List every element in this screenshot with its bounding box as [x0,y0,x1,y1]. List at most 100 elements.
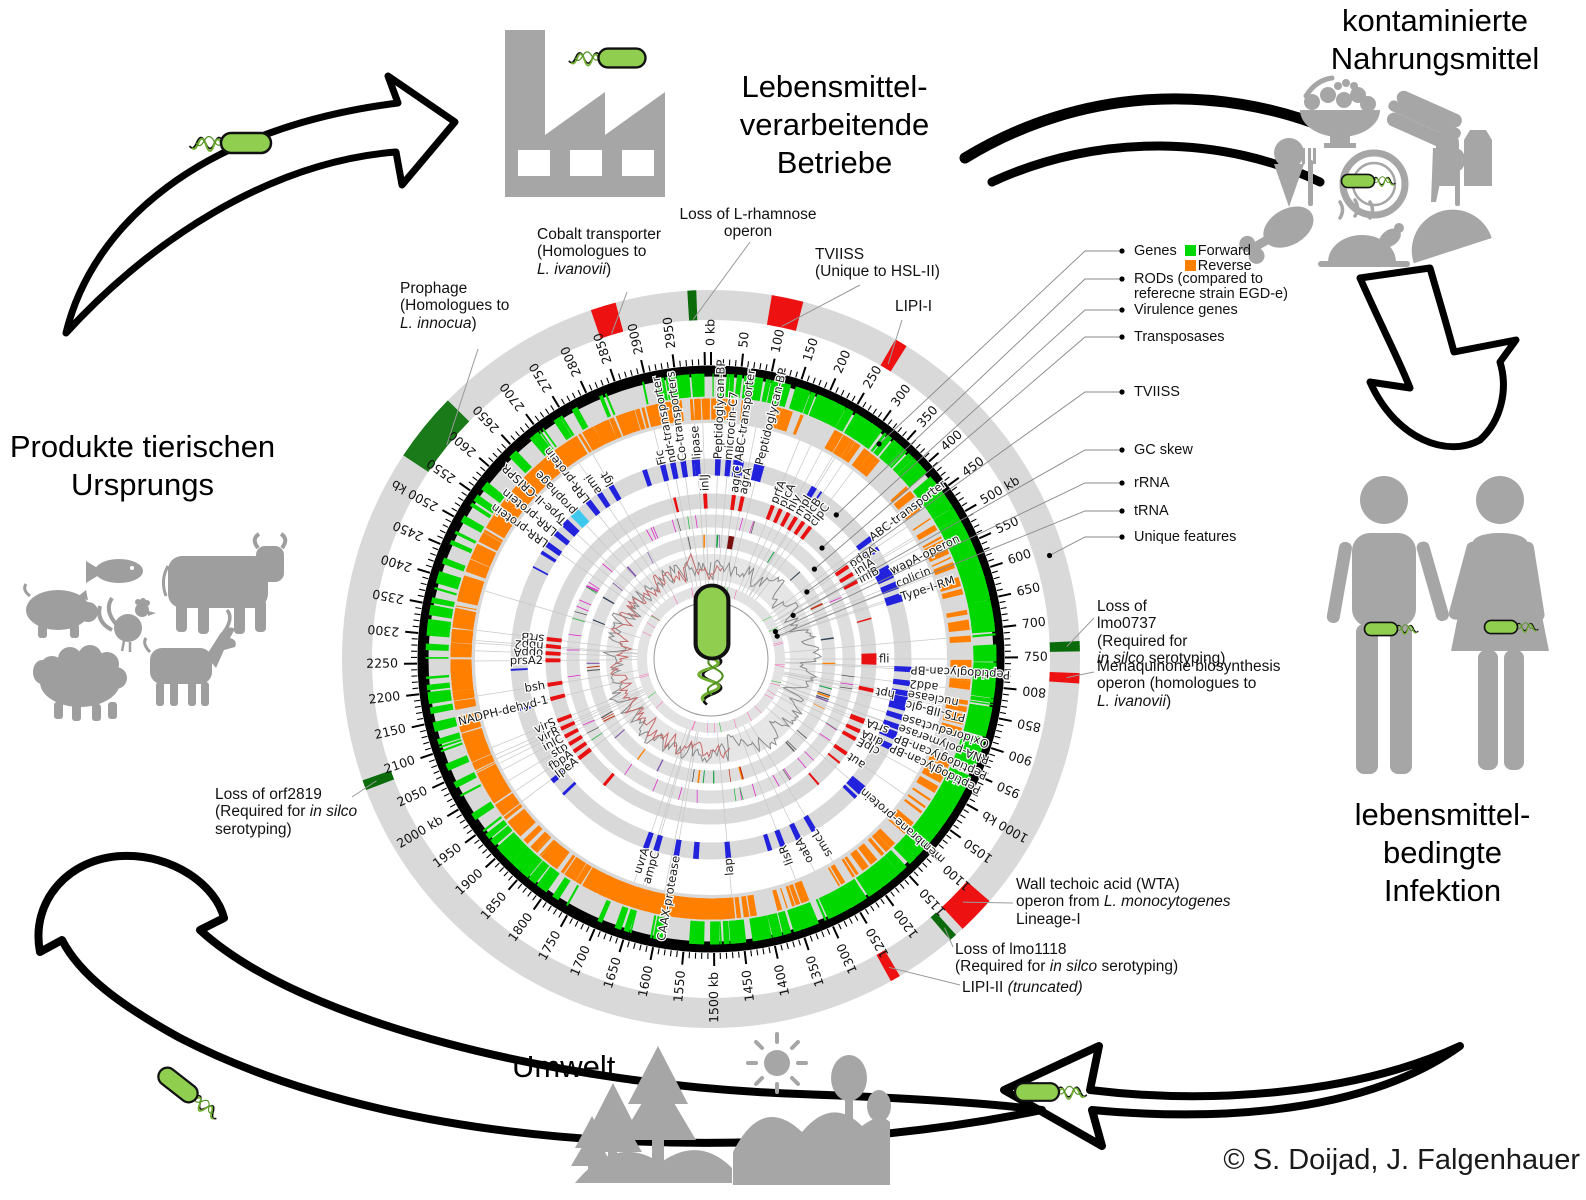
path-shape [895,492,915,510]
cow-icon [161,532,288,634]
person-female-icon [1448,476,1549,770]
path-shape [512,813,532,832]
text-shape: 1850 [477,889,509,923]
line-shape [875,902,880,908]
line-shape [867,405,872,411]
path-shape [475,543,497,558]
line-shape [843,920,848,927]
path-shape [892,811,912,829]
path-shape [840,439,855,460]
line-shape [566,395,571,402]
path-shape [611,417,621,438]
line-shape [671,354,676,368]
polyline-shape [814,336,1122,570]
line-shape [630,369,633,376]
rect-shape [256,546,284,582]
line-shape [442,524,449,528]
gene-label: lipase [687,425,703,460]
legend-swatches: Forward Reverse [1184,244,1252,273]
line-shape [792,941,795,948]
path-shape [680,460,689,478]
line-shape [414,613,421,616]
path-shape [843,441,861,463]
path-shape [834,564,850,577]
path-shape [763,915,772,939]
text-shape: 700 [1021,614,1046,632]
path-shape [796,729,808,739]
line-shape [993,576,1000,580]
gene-label: agrA [736,466,755,495]
path-shape [912,787,931,801]
circle-shape [1119,248,1125,254]
text-shape: 1400 [771,963,793,997]
path-shape [792,387,805,412]
legend-item-unique: Unique features [1134,529,1237,545]
path-shape [497,435,588,522]
path-shape [862,425,882,449]
line-shape [664,731,697,891]
line-shape [639,944,642,951]
path-shape [565,884,579,906]
line-shape [419,588,426,592]
path-shape [770,380,783,405]
path-shape [846,775,866,795]
path-shape [650,404,662,427]
line-shape [500,433,512,445]
line-shape [565,472,666,601]
text-shape: 2250 [366,655,398,670]
path-shape [565,857,581,878]
rect-shape [1302,148,1305,164]
path-shape [852,849,869,870]
path-shape [161,565,170,597]
path-shape [481,483,505,504]
path-shape [483,529,504,543]
line-shape [888,966,961,986]
cycle-arrows [34,72,1520,1150]
line-shape [499,867,505,873]
path-shape [642,469,653,487]
circle-shape [342,290,1080,1028]
line-shape [640,359,646,373]
path-shape [902,463,922,482]
line-shape [654,364,657,371]
callout-line: Wall techoic acid (WTA) [1016,876,1180,893]
line-shape [424,747,431,751]
line-shape [942,839,948,845]
line-shape [1003,624,1017,628]
path-shape [919,484,939,501]
line-shape [413,699,420,702]
path-shape [889,450,908,469]
path-shape [772,508,783,524]
path-shape [766,295,804,331]
path-shape [568,734,583,746]
path-shape [579,866,592,885]
line-shape [987,759,994,763]
path-shape [585,499,601,516]
rect-shape [505,30,545,110]
text-shape: 900 [1007,748,1034,770]
path-shape [1300,110,1380,137]
circle-shape [135,603,149,617]
callout-line: LIPI-I [895,298,933,315]
callout-line: Lineage-I [1016,910,1081,928]
line-shape [609,935,613,942]
line-shape [747,361,750,368]
path-shape [23,583,31,598]
line-shape [681,951,685,965]
line-shape [1003,687,1017,691]
path-shape [796,905,808,929]
path-shape [546,844,563,864]
line-shape [964,503,977,512]
path-shape [897,458,918,478]
path-shape [786,740,797,751]
legend-item-transposases: Transposases [1134,329,1225,345]
path-shape [773,889,783,911]
line-shape [777,366,780,373]
line-shape [824,382,828,389]
circle-shape [1274,138,1304,168]
path-shape [252,532,288,550]
line-shape [992,741,999,745]
path-shape [454,700,477,711]
path-shape [788,884,801,906]
line-shape [781,680,937,729]
